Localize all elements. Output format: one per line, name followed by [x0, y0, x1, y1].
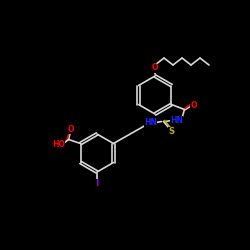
Text: I: I [95, 178, 99, 188]
Text: O: O [67, 125, 74, 134]
Text: HO: HO [52, 140, 65, 149]
Text: S: S [168, 127, 174, 136]
Text: O: O [190, 101, 197, 110]
Text: HN: HN [170, 116, 183, 125]
Text: O: O [152, 64, 158, 72]
Text: HN: HN [144, 118, 157, 127]
